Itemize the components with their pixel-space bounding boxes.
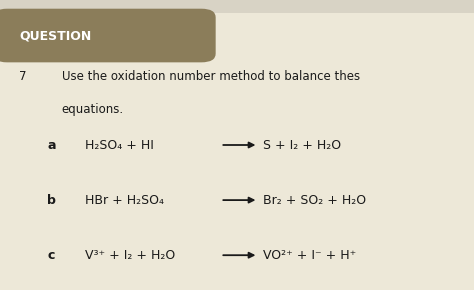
FancyBboxPatch shape (0, 9, 216, 62)
FancyBboxPatch shape (0, 13, 63, 58)
Text: QUESTION: QUESTION (19, 29, 91, 42)
Text: V³⁺ + I₂ + H₂O: V³⁺ + I₂ + H₂O (85, 249, 175, 262)
Text: Br₂ + SO₂ + H₂O: Br₂ + SO₂ + H₂O (263, 194, 366, 206)
FancyBboxPatch shape (0, 40, 209, 58)
Text: HBr + H₂SO₄: HBr + H₂SO₄ (85, 194, 164, 206)
Text: S + I₂ + H₂O: S + I₂ + H₂O (263, 139, 341, 151)
Text: H₂SO₄ + HI: H₂SO₄ + HI (85, 139, 154, 151)
Text: VO²⁺ + I⁻ + H⁺: VO²⁺ + I⁻ + H⁺ (263, 249, 356, 262)
Text: a: a (47, 139, 56, 151)
Text: Use the oxidation number method to balance thes: Use the oxidation number method to balan… (62, 70, 360, 83)
Text: 7: 7 (19, 70, 27, 83)
Text: c: c (47, 249, 55, 262)
Text: equations.: equations. (62, 103, 124, 116)
FancyBboxPatch shape (0, 0, 474, 13)
Text: b: b (47, 194, 56, 206)
